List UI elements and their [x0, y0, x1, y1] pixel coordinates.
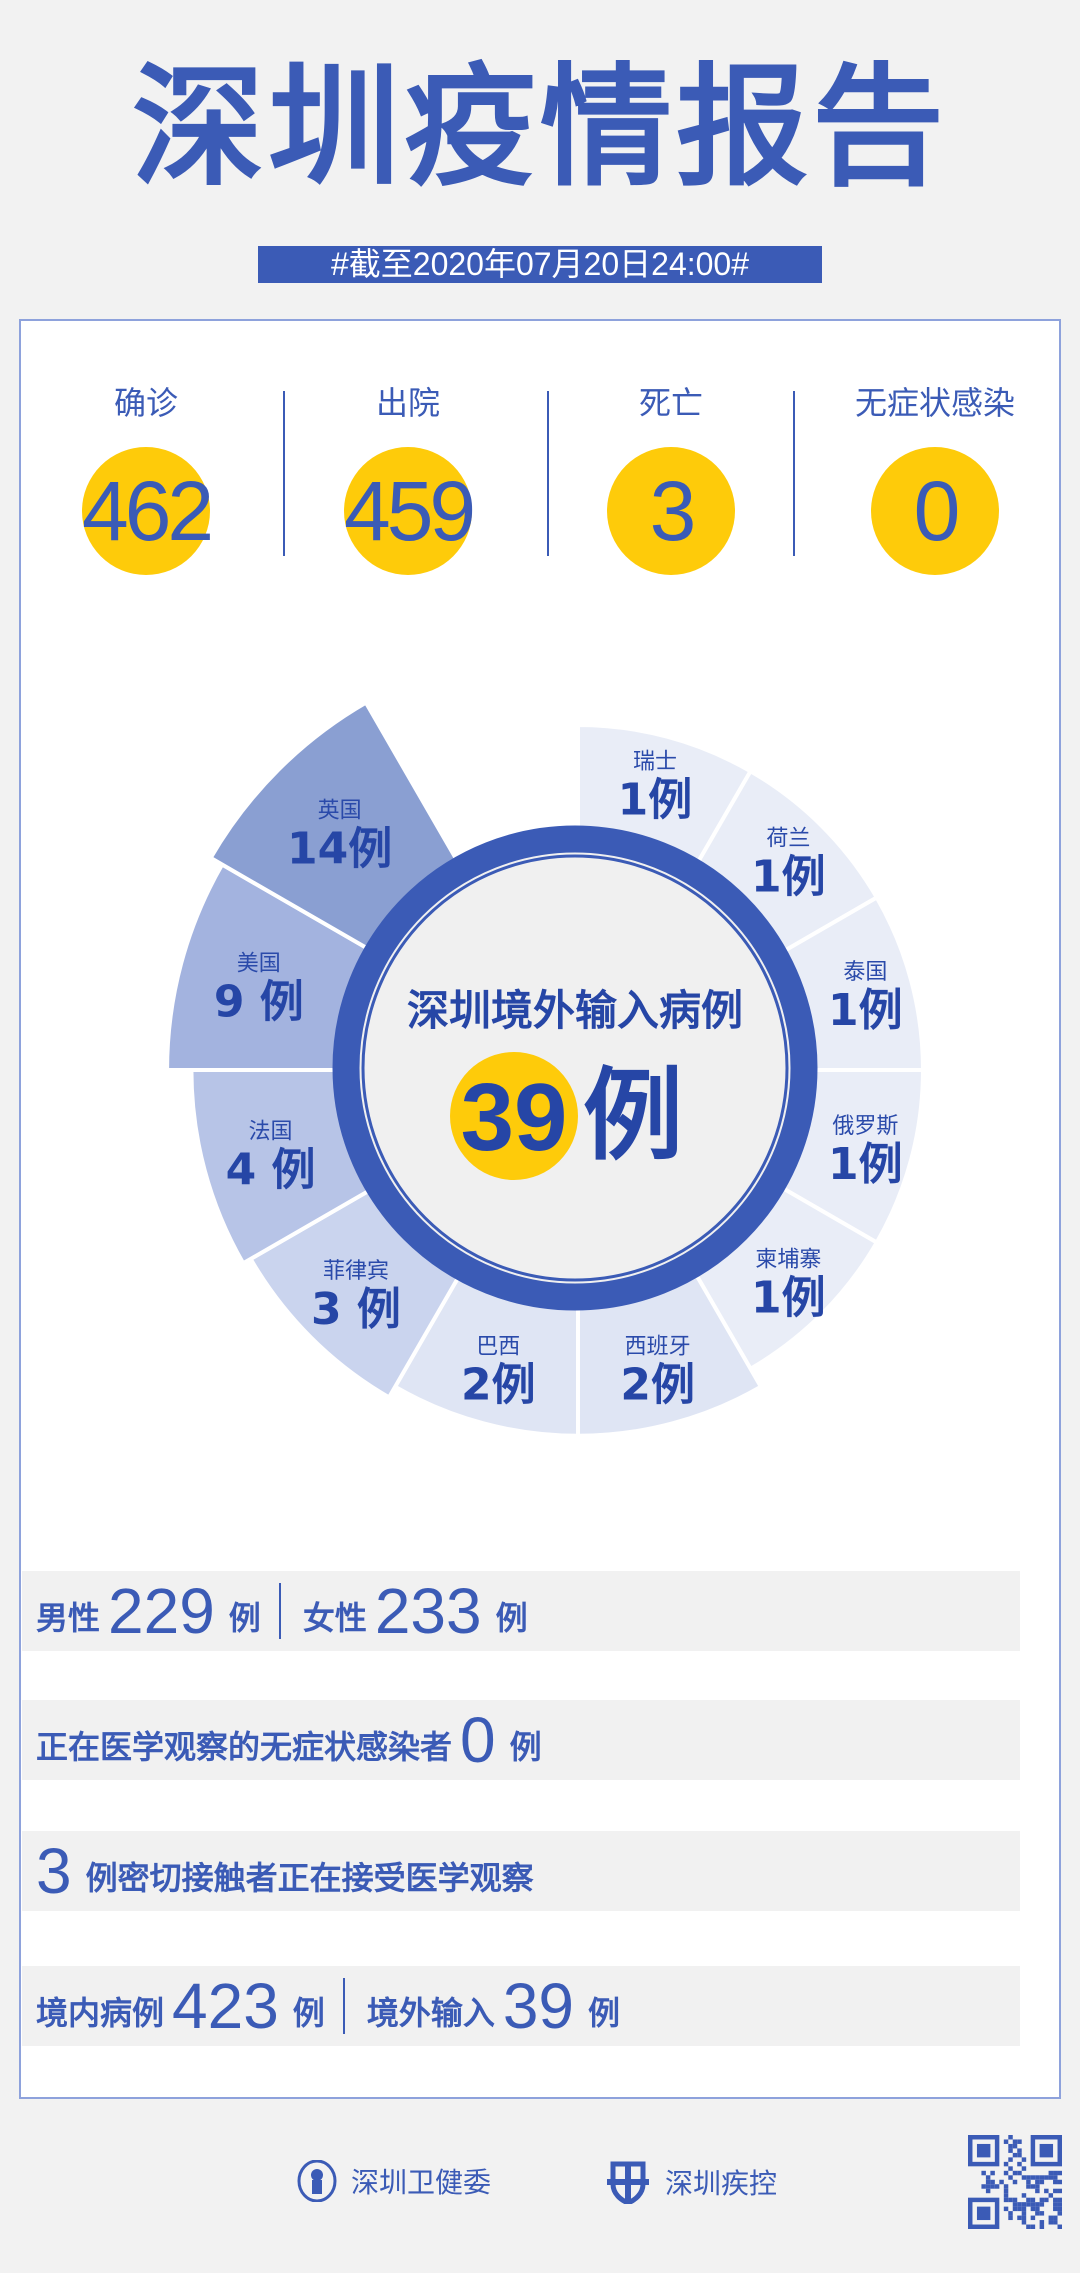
wedge-count-label: 2例: [620, 1359, 695, 1410]
wedge-count-label: 1例: [828, 1139, 903, 1190]
divider: [283, 391, 285, 556]
unit: 例: [228, 1599, 261, 1637]
asymptomatic-text: 正在医学观察的无症状感染者: [36, 1728, 453, 1766]
health-commission-logo-icon: [297, 2160, 337, 2202]
contacts-bar: 3 例密切接触者正在接受医学观察: [22, 1831, 1020, 1911]
page-title: 深圳疫情报告: [132, 51, 948, 205]
wedge-country-label: 美国: [237, 951, 281, 976]
stat-value: 3: [607, 447, 735, 575]
unit: 例: [495, 1599, 528, 1637]
divider: [793, 391, 795, 556]
wedge-count-label: 3 例: [311, 1284, 401, 1335]
wedge-country-label: 巴西: [476, 1334, 520, 1359]
stat-value: 462: [82, 447, 214, 575]
contacts-count: 3: [36, 1835, 72, 1907]
wedge-count-label: 14例: [287, 824, 392, 875]
org1-label: 深圳卫健委: [351, 2166, 492, 2199]
stat-deaths: 死亡 3: [561, 381, 781, 575]
divider: [547, 391, 549, 556]
stat-asymptomatic: 无症状感染 0: [825, 381, 1045, 575]
stat-label: 确诊: [113, 384, 178, 422]
wedge-count-label: 1例: [751, 1272, 826, 1323]
male-label: 男性: [36, 1599, 101, 1637]
gender-bar: 男性 229 例 女性 233 例: [22, 1571, 1020, 1651]
origin-bar: 境内病例 423 例 境外输入 39 例: [22, 1966, 1020, 2046]
inner-ring: [361, 854, 789, 1282]
asymptomatic-count: 0: [460, 1704, 496, 1776]
wedge-count-label: 2例: [461, 1359, 536, 1410]
wedge-country-label: 荷兰: [766, 827, 810, 852]
org2-label: 深圳疾控: [665, 2167, 778, 2200]
cdc-logo-icon: [607, 2161, 649, 2204]
unit: 例: [509, 1728, 542, 1766]
female-count: 233: [374, 1575, 482, 1647]
wedge-country-label: 柬埔寨: [755, 1247, 821, 1272]
local-count: 423: [172, 1970, 279, 2042]
stat-confirmed: 确诊 462: [36, 381, 256, 575]
stat-label: 死亡: [638, 384, 703, 422]
center-ring: [332, 825, 818, 1311]
wedge-country-label: 泰国: [843, 960, 887, 985]
wedge-count-label: 1例: [751, 852, 826, 903]
wedge-country-label: 菲律宾: [323, 1259, 389, 1284]
stat-value: 459: [344, 447, 476, 575]
wedge-country-label: 法国: [249, 1119, 293, 1144]
divider: [278, 1583, 281, 1639]
stat-value: 0: [871, 447, 999, 575]
total-circle: [450, 1052, 578, 1180]
wedge-country-label: 俄罗斯: [832, 1114, 898, 1139]
wedge-country-label: 英国: [318, 799, 362, 824]
date-banner: #截至2020年07月20日24:00#: [258, 246, 822, 283]
wedge-count-label: 4 例: [226, 1144, 316, 1195]
unit: 例: [588, 1994, 621, 2032]
wedge-count-label: 9 例: [214, 976, 304, 1027]
qr-code-icon[interactable]: [968, 2135, 1062, 2229]
footer-org-health-commission: 深圳卫健委: [297, 2160, 491, 2202]
male-count: 229: [108, 1575, 215, 1647]
contacts-text: 例密切接触者正在接受医学观察: [85, 1859, 534, 1897]
unit: 例: [292, 1994, 325, 2032]
stat-label: 无症状感染: [854, 384, 1015, 422]
wedge-country-label: 瑞士: [633, 750, 677, 775]
stat-discharged: 出院 459: [298, 381, 518, 575]
asymptomatic-bar: 正在医学观察的无症状感染者 0 例: [22, 1700, 1020, 1780]
imported-label: 境外输入: [366, 1994, 495, 2032]
total-value: 39: [461, 1064, 568, 1171]
local-label: 境内病例: [36, 1994, 165, 2032]
divider: [342, 1978, 345, 2034]
wedge-count-label: 1例: [828, 985, 903, 1036]
wedge-country-label: 西班牙: [625, 1334, 691, 1359]
center-title: 深圳境外输入病例: [407, 986, 743, 1035]
wedge-count-label: 1例: [618, 775, 693, 826]
footer-org-cdc: 深圳疾控: [605, 2160, 777, 2204]
stat-label: 出院: [375, 384, 440, 422]
female-label: 女性: [302, 1599, 367, 1637]
total-unit: 例: [583, 1057, 683, 1174]
imported-count: 39: [502, 1970, 575, 2042]
